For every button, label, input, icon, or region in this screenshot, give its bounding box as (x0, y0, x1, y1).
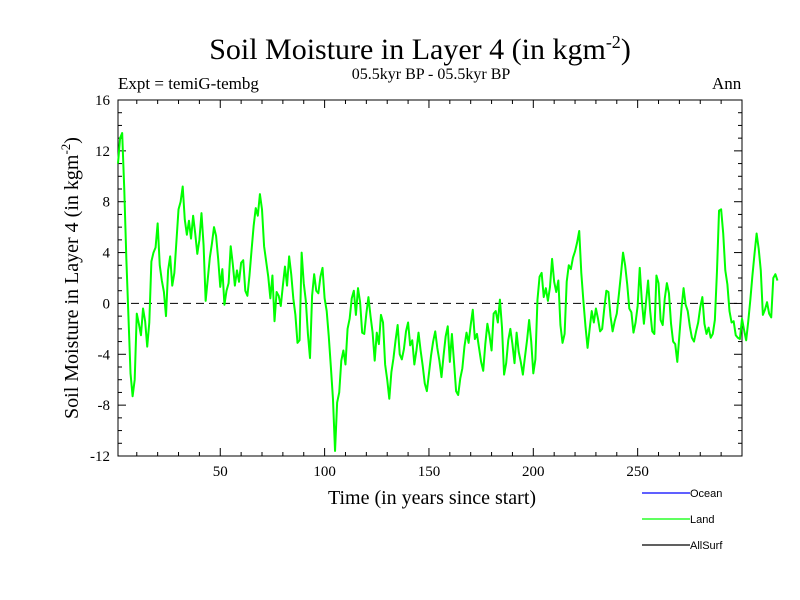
x-tick-label: 150 (418, 464, 441, 480)
legend-land-label: Land (690, 514, 714, 526)
chart-title: Soil Moisture in Layer 4 (in kgm-2) (0, 32, 800, 67)
y-tick-label: 12 (95, 144, 110, 160)
y-axis-label-sup: -2 (58, 144, 73, 155)
x-tick-label: 100 (313, 464, 336, 480)
y-tick-label: 4 (103, 246, 111, 262)
y-axis-label-close: ) (61, 137, 83, 144)
x-axis-label: Time (in years since start) (328, 487, 536, 509)
y-tick-labels: -12 -8 -4 0 4 8 12 16 (90, 93, 111, 465)
legend-allsurf-label: AllSurf (690, 540, 723, 552)
chart-subtitle: 05.5kyr BP - 05.5kyr BP (351, 66, 511, 83)
legend: Ocean Land AllSurf (642, 488, 723, 552)
chart-title-sup: -2 (605, 32, 621, 52)
y-tick-label: -4 (98, 347, 111, 363)
y-tick-label: 8 (103, 195, 111, 211)
y-axis-label: Soil Moisture in Layer 4 (in kgm-2) (58, 137, 83, 419)
chart-title-text: Soil Moisture in Layer 4 (in kgm (209, 33, 606, 66)
y-tick-label: -8 (98, 398, 111, 414)
y-tick-label: 0 (103, 296, 111, 312)
plot-area-frame (117, 99, 743, 457)
x-tick-label: 50 (213, 464, 228, 480)
experiment-label: Expt = temiG-tembg (118, 74, 259, 93)
series-land-line (117, 132, 779, 452)
season-label: Ann (712, 74, 742, 93)
y-axis-label-main: Soil Moisture in Layer 4 (in kgm (61, 154, 83, 419)
y-tick-label: 16 (95, 93, 111, 109)
y-tick-label: -12 (90, 449, 110, 465)
chart-title-close: ) (620, 33, 631, 66)
legend-ocean-label: Ocean (690, 488, 722, 500)
x-tick-label: 200 (522, 464, 545, 480)
x-tick-label: 250 (626, 464, 649, 480)
axis-ticks (118, 99, 742, 457)
x-tick-labels: 50 100 150 200 250 (213, 464, 649, 480)
